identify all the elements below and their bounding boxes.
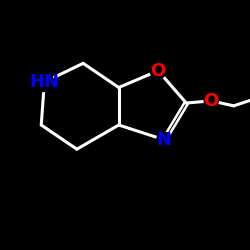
Text: O: O: [150, 62, 166, 80]
Text: HN: HN: [30, 73, 60, 91]
Text: O: O: [204, 92, 219, 110]
Circle shape: [157, 132, 172, 147]
Circle shape: [150, 63, 166, 79]
Circle shape: [35, 72, 54, 92]
Text: N: N: [157, 131, 172, 149]
Circle shape: [204, 94, 218, 108]
